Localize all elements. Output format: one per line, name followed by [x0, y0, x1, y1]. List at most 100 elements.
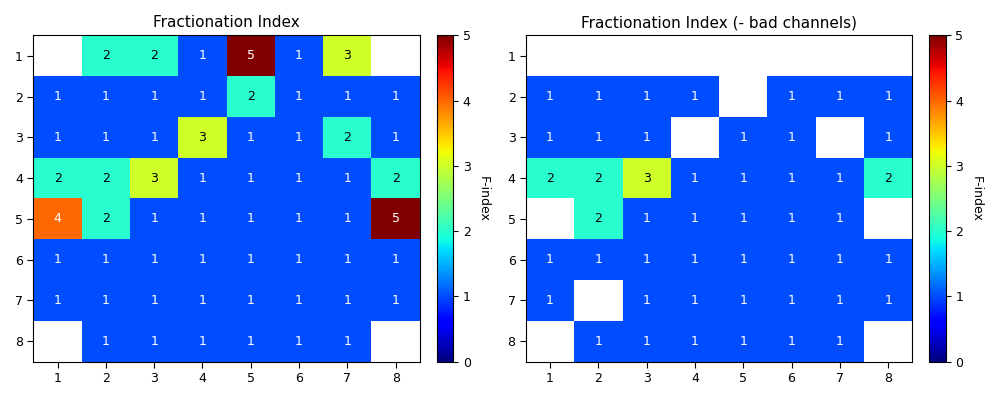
Text: 1: 1: [150, 335, 158, 348]
Text: 1: 1: [643, 212, 651, 225]
Text: 1: 1: [788, 253, 795, 266]
Text: 1: 1: [199, 172, 206, 184]
Text: 1: 1: [884, 90, 892, 103]
Text: 1: 1: [343, 294, 351, 307]
Text: 1: 1: [247, 253, 255, 266]
Text: 1: 1: [54, 90, 62, 103]
Text: 1: 1: [199, 253, 206, 266]
Text: 1: 1: [199, 294, 206, 307]
Text: 1: 1: [643, 131, 651, 144]
Text: 1: 1: [247, 294, 255, 307]
Text: 1: 1: [392, 253, 400, 266]
Text: 1: 1: [199, 212, 206, 225]
Text: 1: 1: [150, 294, 158, 307]
Text: 2: 2: [102, 212, 110, 225]
Text: 1: 1: [739, 172, 747, 184]
Text: 1: 1: [392, 131, 400, 144]
Text: 1: 1: [836, 294, 844, 307]
Text: 1: 1: [295, 212, 303, 225]
Text: 1: 1: [788, 172, 795, 184]
Text: 1: 1: [836, 90, 844, 103]
Text: 1: 1: [247, 131, 255, 144]
Text: 1: 1: [546, 131, 554, 144]
Text: 1: 1: [199, 335, 206, 348]
Text: 1: 1: [102, 294, 110, 307]
Text: 1: 1: [546, 90, 554, 103]
Text: 2: 2: [594, 212, 602, 225]
Text: 1: 1: [295, 172, 303, 184]
Text: 1: 1: [247, 212, 255, 225]
Text: 1: 1: [343, 172, 351, 184]
Text: 1: 1: [247, 172, 255, 184]
Text: 2: 2: [54, 172, 62, 184]
Text: 2: 2: [150, 49, 158, 62]
Text: 1: 1: [788, 294, 795, 307]
Text: 2: 2: [247, 90, 255, 103]
Text: 1: 1: [199, 90, 206, 103]
Title: Fractionation Index: Fractionation Index: [153, 15, 300, 30]
Text: 1: 1: [788, 90, 795, 103]
Text: 2: 2: [102, 172, 110, 184]
Text: 1: 1: [546, 253, 554, 266]
Text: 1: 1: [343, 335, 351, 348]
Text: 1: 1: [343, 212, 351, 225]
Text: 1: 1: [150, 212, 158, 225]
Text: 1: 1: [102, 335, 110, 348]
Text: 5: 5: [247, 49, 255, 62]
Text: 1: 1: [295, 294, 303, 307]
Text: 1: 1: [392, 294, 400, 307]
Text: 1: 1: [691, 294, 699, 307]
Text: 3: 3: [343, 49, 351, 62]
Text: 1: 1: [247, 335, 255, 348]
Text: 1: 1: [884, 253, 892, 266]
Text: 1: 1: [739, 131, 747, 144]
Text: 1: 1: [102, 131, 110, 144]
Text: 1: 1: [691, 335, 699, 348]
Text: 1: 1: [102, 90, 110, 103]
Text: 1: 1: [594, 131, 602, 144]
Text: 3: 3: [199, 131, 206, 144]
Text: 1: 1: [392, 90, 400, 103]
Text: 2: 2: [392, 172, 400, 184]
Text: 1: 1: [295, 335, 303, 348]
Text: 1: 1: [54, 131, 62, 144]
Y-axis label: F-index: F-index: [477, 176, 490, 221]
Text: 1: 1: [884, 131, 892, 144]
Text: 1: 1: [295, 131, 303, 144]
Text: 1: 1: [643, 253, 651, 266]
Text: 1: 1: [295, 253, 303, 266]
Text: 1: 1: [54, 294, 62, 307]
Text: 1: 1: [884, 294, 892, 307]
Y-axis label: F-index: F-index: [970, 176, 983, 221]
Text: 1: 1: [739, 253, 747, 266]
Text: 1: 1: [691, 172, 699, 184]
Text: 1: 1: [836, 335, 844, 348]
Text: 1: 1: [836, 212, 844, 225]
Text: 1: 1: [199, 49, 206, 62]
Text: 1: 1: [836, 172, 844, 184]
Text: 1: 1: [594, 90, 602, 103]
Text: 2: 2: [594, 172, 602, 184]
Text: 1: 1: [150, 253, 158, 266]
Text: 1: 1: [739, 335, 747, 348]
Text: 1: 1: [295, 49, 303, 62]
Text: 1: 1: [343, 90, 351, 103]
Text: 1: 1: [788, 212, 795, 225]
Text: 1: 1: [691, 253, 699, 266]
Text: 1: 1: [150, 90, 158, 103]
Text: 5: 5: [392, 212, 400, 225]
Text: 1: 1: [836, 253, 844, 266]
Text: 1: 1: [643, 90, 651, 103]
Text: 3: 3: [643, 172, 651, 184]
Text: 4: 4: [54, 212, 62, 225]
Text: 1: 1: [343, 253, 351, 266]
Text: 1: 1: [594, 253, 602, 266]
Text: 1: 1: [150, 131, 158, 144]
Text: 1: 1: [643, 335, 651, 348]
Text: 1: 1: [643, 294, 651, 307]
Text: 1: 1: [788, 335, 795, 348]
Text: 3: 3: [150, 172, 158, 184]
Text: 1: 1: [102, 253, 110, 266]
Text: 1: 1: [739, 212, 747, 225]
Text: 1: 1: [788, 131, 795, 144]
